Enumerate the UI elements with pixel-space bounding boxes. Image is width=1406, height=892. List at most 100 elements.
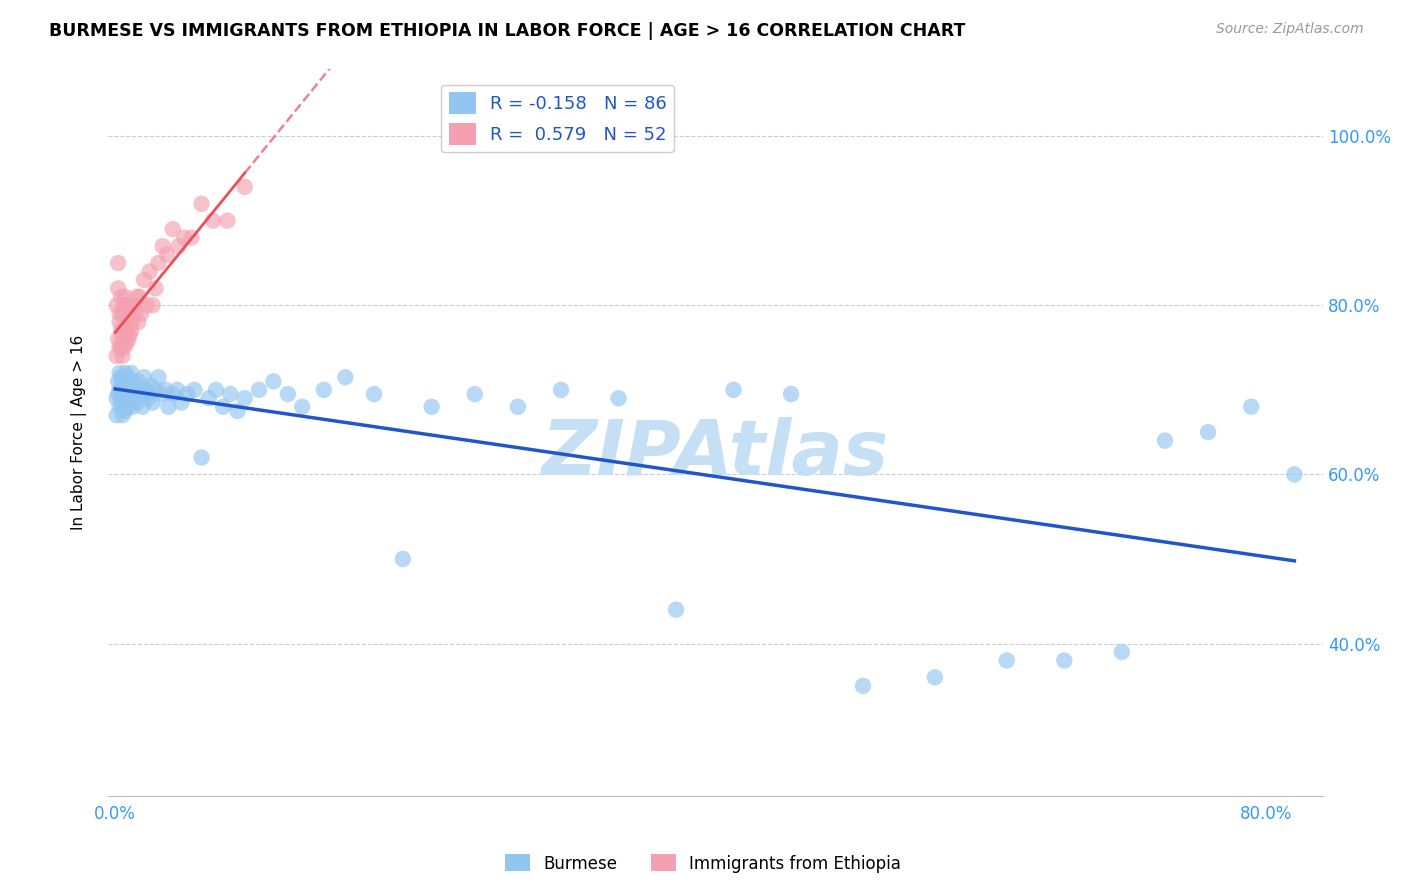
Point: [115, 392, 138, 406]
Point: [105, 298, 128, 312]
Point: [1111, 645, 1133, 659]
Point: [112, 324, 135, 338]
Point: [852, 679, 875, 693]
Point: [108, 341, 131, 355]
Point: [176, 387, 198, 401]
Point: [114, 290, 136, 304]
Point: [108, 366, 131, 380]
Point: [780, 387, 803, 401]
Point: [148, 370, 170, 384]
Point: [112, 341, 135, 355]
Point: [112, 298, 135, 312]
Point: [114, 387, 136, 401]
Point: [111, 375, 134, 389]
Point: [162, 387, 184, 401]
Point: [114, 404, 136, 418]
Text: BURMESE VS IMMIGRANTS FROM ETHIOPIA IN LABOR FORCE | AGE > 16 CORRELATION CHART: BURMESE VS IMMIGRANTS FROM ETHIOPIA IN L…: [49, 22, 966, 40]
Point: [105, 409, 128, 423]
Point: [107, 281, 129, 295]
Point: [118, 383, 141, 397]
Point: [233, 180, 256, 194]
Point: [110, 341, 132, 355]
Point: [202, 213, 225, 227]
Point: [107, 256, 129, 270]
Point: [108, 307, 131, 321]
Point: [183, 383, 205, 397]
Point: [122, 387, 145, 401]
Point: [506, 400, 529, 414]
Point: [120, 383, 142, 397]
Point: [180, 230, 202, 244]
Legend: Burmese, Immigrants from Ethiopia: Burmese, Immigrants from Ethiopia: [498, 847, 908, 880]
Point: [115, 400, 138, 414]
Point: [262, 375, 284, 389]
Point: [1154, 434, 1177, 448]
Point: [995, 653, 1018, 667]
Point: [135, 298, 157, 312]
Point: [120, 366, 142, 380]
Point: [110, 383, 132, 397]
Point: [132, 273, 155, 287]
Point: [665, 603, 688, 617]
Point: [420, 400, 443, 414]
Point: [277, 387, 299, 401]
Point: [1240, 400, 1263, 414]
Point: [112, 383, 135, 397]
Point: [142, 395, 165, 409]
Point: [363, 387, 385, 401]
Point: [205, 383, 228, 397]
Point: [107, 387, 129, 401]
Point: [118, 395, 141, 409]
Point: [134, 383, 156, 397]
Point: [114, 315, 136, 329]
Point: [127, 375, 149, 389]
Point: [121, 400, 143, 414]
Point: [111, 387, 134, 401]
Point: [247, 383, 270, 397]
Text: Source: ZipAtlas.com: Source: ZipAtlas.com: [1216, 22, 1364, 37]
Point: [111, 332, 134, 346]
Point: [135, 387, 157, 401]
Point: [117, 332, 139, 346]
Point: [129, 383, 152, 397]
Point: [167, 239, 190, 253]
Point: [233, 392, 256, 406]
Point: [117, 370, 139, 384]
Point: [166, 383, 188, 397]
Point: [108, 383, 131, 397]
Point: [124, 307, 146, 321]
Point: [312, 383, 335, 397]
Point: [173, 230, 195, 244]
Point: [145, 281, 167, 295]
Point: [157, 400, 180, 414]
Point: [129, 307, 152, 321]
Point: [115, 375, 138, 389]
Point: [105, 349, 128, 363]
Point: [212, 400, 235, 414]
Point: [217, 213, 239, 227]
Point: [118, 315, 141, 329]
Point: [120, 307, 142, 321]
Point: [150, 387, 173, 401]
Y-axis label: In Labor Force | Age > 16: In Labor Force | Age > 16: [72, 334, 87, 530]
Point: [392, 552, 415, 566]
Point: [148, 256, 170, 270]
Point: [117, 387, 139, 401]
Point: [723, 383, 745, 397]
Point: [1197, 425, 1219, 439]
Point: [112, 370, 135, 384]
Point: [121, 315, 143, 329]
Point: [120, 324, 142, 338]
Point: [128, 387, 150, 401]
Point: [125, 395, 148, 409]
Point: [115, 336, 138, 351]
Point: [550, 383, 572, 397]
Point: [110, 290, 132, 304]
Point: [132, 370, 155, 384]
Point: [924, 670, 946, 684]
Point: [125, 290, 148, 304]
Point: [128, 290, 150, 304]
Point: [138, 392, 160, 406]
Point: [226, 404, 249, 418]
Point: [190, 196, 212, 211]
